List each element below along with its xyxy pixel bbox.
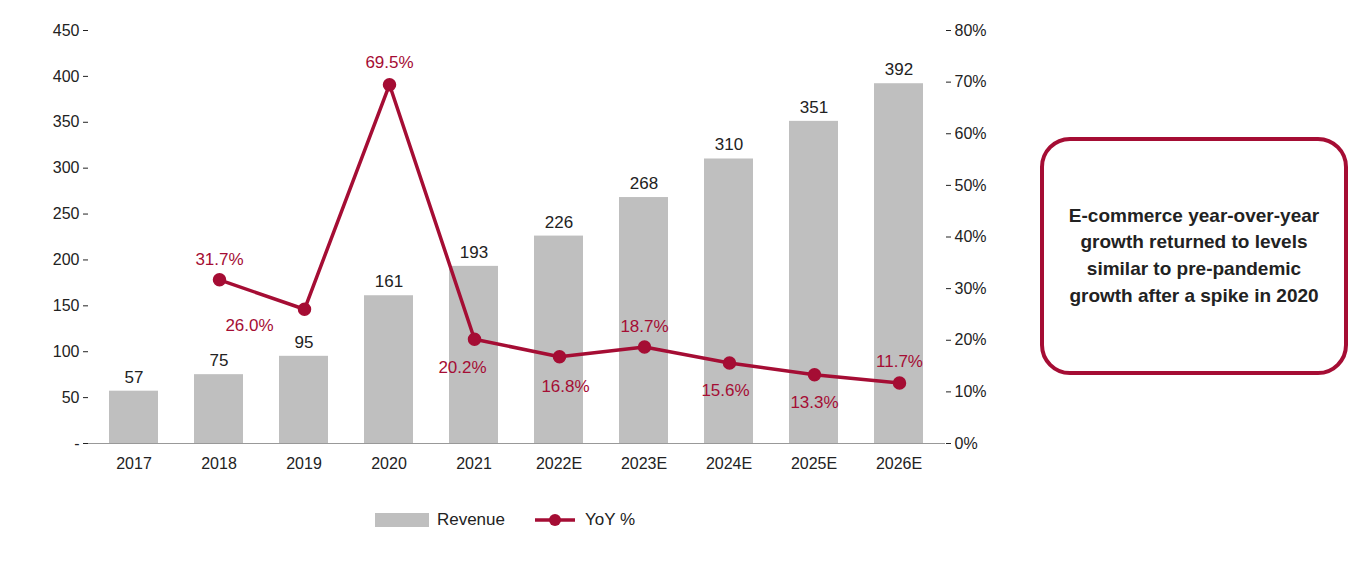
svg-text:150: 150 [53, 297, 80, 314]
svg-text:2022E: 2022E [536, 455, 582, 472]
svg-text:226: 226 [545, 213, 573, 232]
svg-text:400: 400 [53, 68, 80, 85]
svg-text:2023E: 2023E [621, 455, 667, 472]
svg-text:16.8%: 16.8% [541, 377, 589, 396]
svg-text:161: 161 [375, 272, 403, 291]
svg-text:50%: 50% [955, 176, 987, 193]
svg-text:15.6%: 15.6% [701, 381, 749, 400]
svg-text:95: 95 [295, 333, 314, 352]
svg-text:70%: 70% [955, 73, 987, 90]
svg-text:2025E: 2025E [791, 455, 837, 472]
svg-text:18.7%: 18.7% [620, 317, 668, 336]
svg-text:351: 351 [800, 98, 828, 117]
svg-text:2026E: 2026E [876, 455, 922, 472]
svg-text:31.7%: 31.7% [195, 250, 243, 269]
svg-text:2018: 2018 [201, 455, 237, 472]
svg-text:40%: 40% [955, 228, 987, 245]
svg-text:50: 50 [62, 389, 80, 406]
html-text:Revenue: Revenue [436, 510, 505, 529]
html-text:YoY %: YoY % [585, 510, 636, 529]
svg-text:100: 100 [53, 343, 80, 360]
svg-text:450: 450 [53, 22, 80, 39]
svg-text:193: 193 [460, 243, 488, 262]
svg-text:300: 300 [53, 159, 80, 176]
svg-text:69.5%: 69.5% [365, 53, 413, 72]
svg-text:200: 200 [53, 251, 80, 268]
html-text:E-commerce year-over-year grow: E-commerce year-over-year growth returne… [1068, 204, 1320, 306]
svg-text:75: 75 [210, 351, 229, 370]
svg-text:268: 268 [630, 174, 658, 193]
svg-text:2021: 2021 [456, 455, 492, 472]
svg-text:26.0%: 26.0% [225, 316, 273, 335]
svg-text:392: 392 [885, 60, 913, 79]
svg-text:57: 57 [125, 368, 144, 387]
svg-text:13.3%: 13.3% [790, 393, 838, 412]
svg-text:11.7%: 11.7% [876, 352, 923, 371]
svg-text:-: - [74, 435, 79, 452]
svg-text:80%: 80% [955, 22, 987, 39]
svg-text:60%: 60% [955, 125, 987, 142]
svg-text:250: 250 [53, 205, 80, 222]
svg-text:10%: 10% [955, 383, 987, 400]
svg-text:2024E: 2024E [706, 455, 752, 472]
svg-text:20.2%: 20.2% [438, 358, 486, 377]
svg-text:2017: 2017 [116, 455, 152, 472]
svg-text:2020: 2020 [371, 455, 407, 472]
svg-text:310: 310 [715, 135, 743, 154]
svg-text:20%: 20% [955, 331, 987, 348]
svg-text:350: 350 [53, 113, 80, 130]
svg-text:2019: 2019 [286, 455, 322, 472]
svg-text:0%: 0% [955, 435, 978, 452]
svg-text:30%: 30% [955, 280, 987, 297]
